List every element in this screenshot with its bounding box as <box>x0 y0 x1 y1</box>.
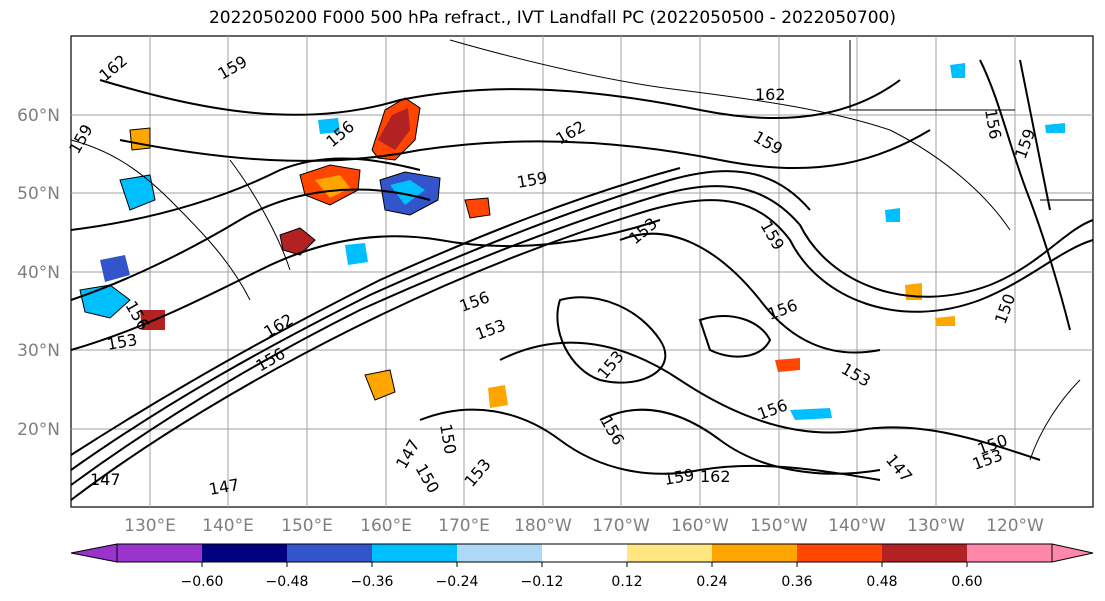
colorbar-segment <box>457 544 542 562</box>
positive-anomaly-patch <box>488 385 508 408</box>
lon-label: 130°E <box>124 516 176 536</box>
lon-label: 180°W <box>514 516 572 536</box>
shaded-anomalies <box>79 63 1065 420</box>
colorbar-tick-label: 0.24 <box>696 574 727 590</box>
positive-anomaly-patch <box>129 127 151 151</box>
colorbar-tick-label: 0.36 <box>781 574 812 590</box>
lon-label: 160°E <box>360 516 412 536</box>
height-contours <box>70 59 1094 501</box>
colorbar-outline <box>116 543 1053 563</box>
colorbar-tick-label: −0.60 <box>181 574 224 590</box>
negative-anomaly-patch <box>885 208 900 222</box>
colorbar-segment <box>202 544 287 562</box>
lon-label: 160°W <box>671 516 729 536</box>
lon-label: 170°E <box>438 516 490 536</box>
colorbar-segment <box>967 544 1052 562</box>
negative-anomaly-patch <box>390 180 425 205</box>
colorbar-segment <box>287 544 372 562</box>
negative-anomaly-patch <box>119 174 156 211</box>
longitude-labels: 130°E 140°E 150°E 160°E 170°E 180°W 170°… <box>124 516 1044 536</box>
lon-label: 140°W <box>828 516 886 536</box>
lat-label: 40°N <box>17 263 60 283</box>
colorbar-tick-label: 0.60 <box>951 574 982 590</box>
lat-label: 50°N <box>17 184 60 204</box>
colorbar-segment <box>797 544 882 562</box>
negative-anomaly-patch <box>318 118 340 134</box>
negative-anomaly-patch <box>950 63 965 78</box>
colorbar-extend-high <box>1051 543 1094 563</box>
negative-anomaly-patch <box>345 243 368 265</box>
positive-anomaly-patch <box>279 227 316 256</box>
colorbar-segment <box>117 544 202 562</box>
coastlines <box>70 39 1093 461</box>
lon-label: 120°W <box>986 516 1044 536</box>
colorbar-segment <box>712 544 797 562</box>
lat-label: 60°N <box>17 106 60 126</box>
map-title: 2022050200 F000 500 hPa refract., IVT La… <box>208 8 896 28</box>
contour-label: 147 <box>90 470 121 489</box>
graticule <box>71 36 1093 507</box>
positive-anomaly-patch <box>775 358 800 372</box>
lat-label: 30°N <box>17 341 60 361</box>
positive-anomaly-patch <box>935 316 955 326</box>
colorbar-segment <box>882 544 967 562</box>
contour-label: 162 <box>755 85 786 104</box>
negative-anomaly-patch <box>100 255 130 282</box>
positive-anomaly-patch <box>464 197 491 219</box>
lat-label: 20°N <box>17 420 60 440</box>
positive-anomaly-patch <box>378 108 410 150</box>
colorbar-tick-label: −0.12 <box>521 574 564 590</box>
colorbar-segment <box>627 544 712 562</box>
lon-label: 150°W <box>750 516 808 536</box>
latitude-labels: 60°N 50°N 40°N 30°N 20°N <box>17 106 60 440</box>
lon-label: 130°W <box>907 516 965 536</box>
colorbar-tick-label: 0.12 <box>611 574 642 590</box>
contour-label: 162 <box>700 467 731 486</box>
colorbar-segment <box>372 544 457 562</box>
colorbar-tick-label: 0.48 <box>866 574 897 590</box>
lon-label: 140°E <box>202 516 254 536</box>
positive-anomaly-patch <box>315 175 350 198</box>
colorbar-segment <box>542 544 627 562</box>
lon-label: 150°E <box>281 516 333 536</box>
negative-anomaly-patch <box>790 408 832 420</box>
negative-anomaly-patch <box>1045 123 1065 133</box>
lon-label: 170°W <box>592 516 650 536</box>
positive-anomaly-patch <box>364 369 396 401</box>
colorbar: −0.60 −0.48 −0.36 −0.24 −0.12 0.12 0.24 … <box>70 543 1094 590</box>
colorbar-extend-low <box>70 543 118 563</box>
colorbar-tick-label: −0.36 <box>351 574 394 590</box>
colorbar-tick-label: −0.48 <box>266 574 309 590</box>
colorbar-tick-label: −0.24 <box>436 574 479 590</box>
